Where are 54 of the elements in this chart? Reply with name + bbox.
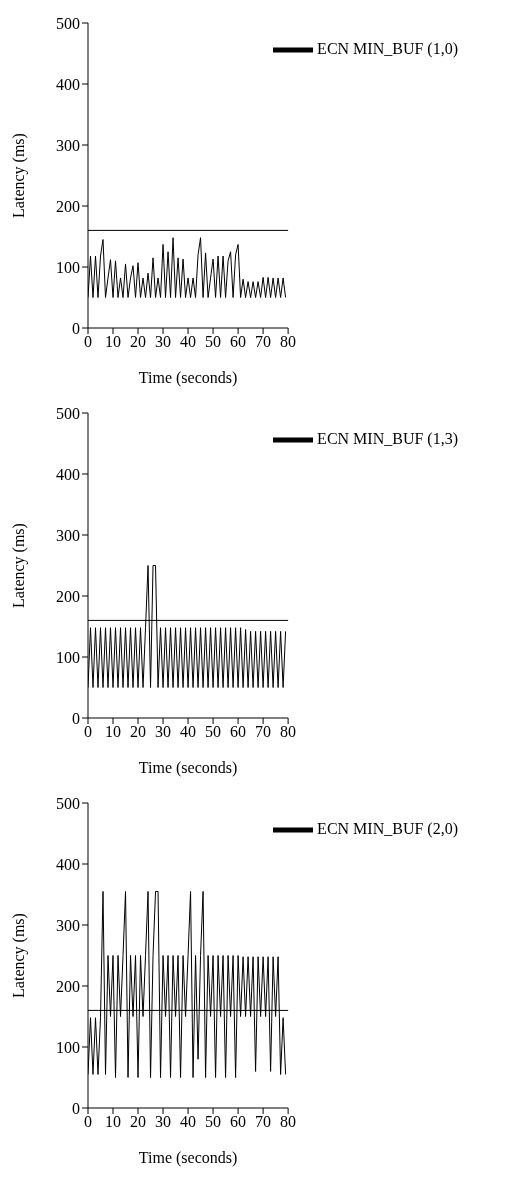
x-tick-label: 50 <box>205 723 222 741</box>
x-tick-label: 80 <box>280 333 297 351</box>
x-tick-label: 10 <box>105 333 122 351</box>
y-tick-label: 500 <box>56 14 80 32</box>
y-tick-label: 100 <box>56 1038 80 1056</box>
x-tick-label: 10 <box>105 723 122 741</box>
y-tick-label: 100 <box>56 258 80 276</box>
y-tick-label: 100 <box>56 648 80 666</box>
y-axis-title: Latency (ms) <box>9 913 28 998</box>
y-axis-title: Latency (ms) <box>9 133 28 218</box>
x-tick-label: 40 <box>180 723 197 741</box>
y-tick-label: 400 <box>56 855 80 873</box>
x-tick-label: 80 <box>280 723 297 741</box>
legend-label: ECN MIN_BUF (1,3) <box>317 429 458 447</box>
x-tick-label: 50 <box>205 333 222 351</box>
y-tick-label: 500 <box>56 404 80 422</box>
x-tick-label: 80 <box>280 1113 297 1131</box>
x-tick-label: 0 <box>84 1113 92 1131</box>
x-tick-label: 70 <box>255 1113 272 1131</box>
x-tick-label: 30 <box>155 333 172 351</box>
legend-label: ECN MIN_BUF (1,0) <box>317 39 458 57</box>
x-tick-label: 50 <box>205 1113 222 1131</box>
x-tick-label: 30 <box>155 1113 172 1131</box>
y-tick-label: 200 <box>56 977 80 995</box>
y-tick-label: 400 <box>56 75 80 93</box>
x-axis-title: Time (seconds) <box>138 759 238 777</box>
x-tick-label: 30 <box>155 723 172 741</box>
x-tick-label: 20 <box>130 1113 147 1131</box>
y-tick-label: 0 <box>72 709 80 727</box>
x-tick-label: 70 <box>255 333 272 351</box>
y-tick-label: 0 <box>72 1099 80 1117</box>
legend-label: ECN MIN_BUF (2,0) <box>317 819 458 837</box>
y-tick-label: 300 <box>56 916 80 934</box>
x-tick-label: 20 <box>130 723 147 741</box>
x-axis-title: Time (seconds) <box>138 1149 238 1167</box>
x-tick-label: 60 <box>230 1113 247 1131</box>
y-tick-label: 500 <box>56 794 80 812</box>
y-tick-label: 300 <box>56 136 80 154</box>
y-tick-label: 400 <box>56 465 80 483</box>
x-tick-label: 40 <box>180 1113 197 1131</box>
y-tick-label: 300 <box>56 526 80 544</box>
x-tick-label: 70 <box>255 723 272 741</box>
x-tick-label: 0 <box>84 723 92 741</box>
x-tick-label: 10 <box>105 1113 122 1131</box>
y-tick-label: 200 <box>56 587 80 605</box>
x-tick-label: 60 <box>230 723 247 741</box>
x-tick-label: 40 <box>180 333 197 351</box>
y-tick-label: 200 <box>56 197 80 215</box>
x-axis-title: Time (seconds) <box>138 369 238 387</box>
y-axis-title: Latency (ms) <box>9 523 28 608</box>
x-tick-label: 20 <box>130 333 147 351</box>
x-tick-label: 0 <box>84 333 92 351</box>
y-tick-label: 0 <box>72 319 80 337</box>
x-tick-label: 60 <box>230 333 247 351</box>
